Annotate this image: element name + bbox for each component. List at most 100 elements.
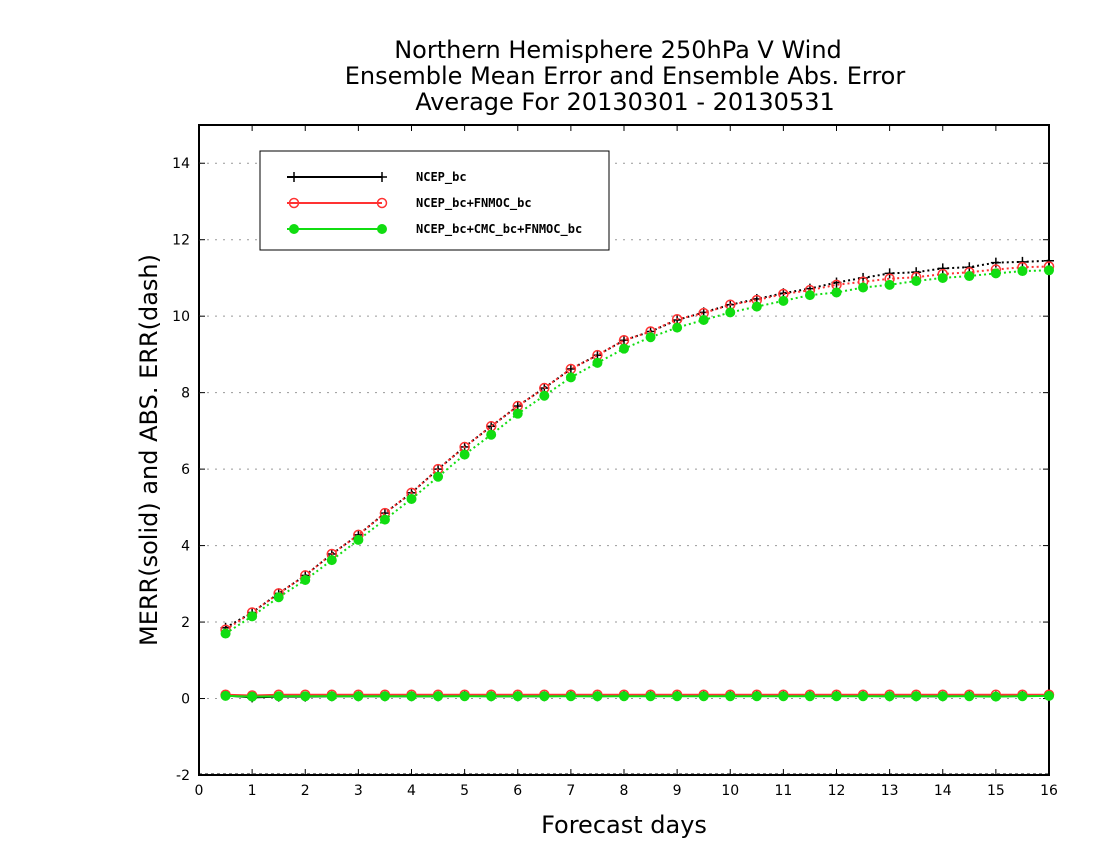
abs-err-point — [406, 493, 417, 504]
mean-err-point — [459, 691, 470, 702]
x-axis: 0 1 2 3 4 5 6 7 8 9 10 11 12 13 14 15 16 — [195, 125, 1058, 799]
series-2 — [220, 261, 1055, 701]
abs-err-point — [539, 390, 550, 401]
mean-err-point — [273, 691, 284, 702]
y-tick-label: 10 — [172, 309, 190, 325]
series-mean-err-line — [225, 694, 1050, 698]
x-tick-label: 1 — [248, 783, 257, 799]
abs-err-point — [698, 315, 709, 325]
legend-item-3: NCEP_bc+CMC_bc+FNMOC_bc — [287, 222, 582, 237]
series-group — [220, 255, 1055, 703]
abs-err-point — [937, 263, 948, 274]
abs-err-point — [911, 276, 922, 286]
legend-marker — [289, 172, 299, 182]
mean-err-point — [326, 691, 337, 702]
abs-err-point — [300, 575, 311, 585]
mean-err-point — [592, 691, 603, 702]
grid — [199, 162, 1049, 775]
y-tick-label: 8 — [181, 386, 190, 402]
mean-err-point — [858, 691, 869, 702]
abs-err-point — [619, 335, 629, 346]
mean-err-point — [300, 691, 311, 702]
mean-err-point — [884, 691, 895, 702]
legend-item-1: NCEP_bc — [287, 170, 467, 185]
y-tick-label: -2 — [176, 768, 190, 784]
abs-err-point — [486, 421, 497, 432]
abs-err-point — [379, 514, 390, 525]
abs-err-point — [990, 257, 1001, 268]
x-tick-label: 13 — [881, 783, 899, 799]
mean-err-point — [698, 691, 709, 702]
x-tick-label: 12 — [828, 783, 846, 799]
mean-err-point — [751, 691, 762, 702]
chart-title: Northern Hemisphere 250hPa V Wind Ensemb… — [345, 36, 906, 116]
title-line-2: Ensemble Mean Error and Ensemble Abs. Er… — [345, 62, 906, 90]
series-abs-err-line — [225, 269, 1050, 635]
abs-err-point — [884, 279, 895, 290]
abs-err-point — [326, 555, 337, 566]
x-tick-label: 15 — [987, 783, 1005, 799]
abs-err-point — [778, 295, 789, 306]
abs-err-point — [592, 357, 603, 368]
x-tick-label: 0 — [195, 783, 204, 799]
x-tick-label: 2 — [301, 783, 310, 799]
y-tick-label: 0 — [181, 692, 190, 708]
mean-err-point — [379, 691, 390, 702]
x-tick-label: 16 — [1040, 783, 1058, 799]
x-tick-label: 8 — [620, 783, 629, 799]
y-tick-label: 12 — [172, 233, 190, 249]
mean-err-point — [1017, 691, 1028, 702]
abs-err-point — [1044, 255, 1054, 266]
mean-err-point — [964, 691, 975, 702]
y-tick-label: 6 — [181, 462, 190, 478]
legend-marker — [377, 224, 387, 234]
mean-err-point — [937, 691, 948, 702]
abs-err-point — [1044, 265, 1054, 276]
series-abs-err-line — [225, 259, 1050, 629]
abs-err-point — [884, 268, 895, 279]
y-tick-label: 14 — [172, 156, 190, 172]
legend-item-2: NCEP_bc+FNMOC_bc — [287, 196, 532, 211]
legend-label: NCEP_bc+CMC_bc+FNMOC_bc — [416, 222, 582, 237]
mean-err-point — [247, 691, 258, 702]
mean-err-point — [565, 691, 576, 702]
x-tick-label: 3 — [354, 783, 363, 799]
abs-err-point — [1017, 256, 1028, 267]
mean-err-point — [433, 691, 444, 702]
abs-err-point — [937, 272, 948, 283]
mean-err-point — [645, 691, 656, 702]
title-line-1: Northern Hemisphere 250hPa V Wind — [394, 36, 842, 64]
abs-err-point — [990, 268, 1001, 279]
abs-err-point — [645, 332, 656, 343]
abs-err-point — [512, 408, 523, 419]
mean-err-point — [804, 691, 815, 702]
series-abs-err-line — [225, 265, 1050, 631]
x-tick-label: 4 — [407, 783, 416, 799]
x-tick-label: 11 — [774, 783, 792, 799]
abs-err-point — [247, 611, 258, 622]
series-1 — [220, 255, 1054, 703]
mean-err-point — [672, 691, 683, 702]
legend-box — [259, 150, 610, 251]
abs-err-point — [1017, 266, 1028, 277]
legend-label: NCEP_bc — [416, 170, 467, 185]
legend-marker — [377, 172, 387, 182]
x-tick-label: 7 — [566, 783, 575, 799]
abs-err-point — [619, 343, 629, 354]
mean-err-point — [512, 691, 523, 702]
abs-err-point — [459, 449, 470, 460]
abs-err-point — [565, 363, 576, 374]
legend: NCEP_bc NCEP_bc+FNMOC_bc NCEP_bc+CMC_bc+FN… — [259, 150, 610, 251]
abs-err-point — [751, 301, 762, 312]
abs-err-point — [672, 322, 683, 333]
abs-err-point — [804, 290, 815, 301]
y-axis: -2 0 2 4 6 8 10 12 14 — [172, 156, 1049, 784]
mean-err-point — [539, 691, 550, 702]
series-3 — [220, 265, 1054, 702]
mean-err-point — [486, 691, 497, 702]
y-axis-title: MERR(solid) and ABS. ERR(dash) — [135, 254, 163, 646]
mean-err-point — [353, 691, 364, 702]
legend-marker — [289, 224, 299, 234]
mean-err-point — [619, 691, 629, 702]
mean-err-point — [725, 691, 736, 702]
